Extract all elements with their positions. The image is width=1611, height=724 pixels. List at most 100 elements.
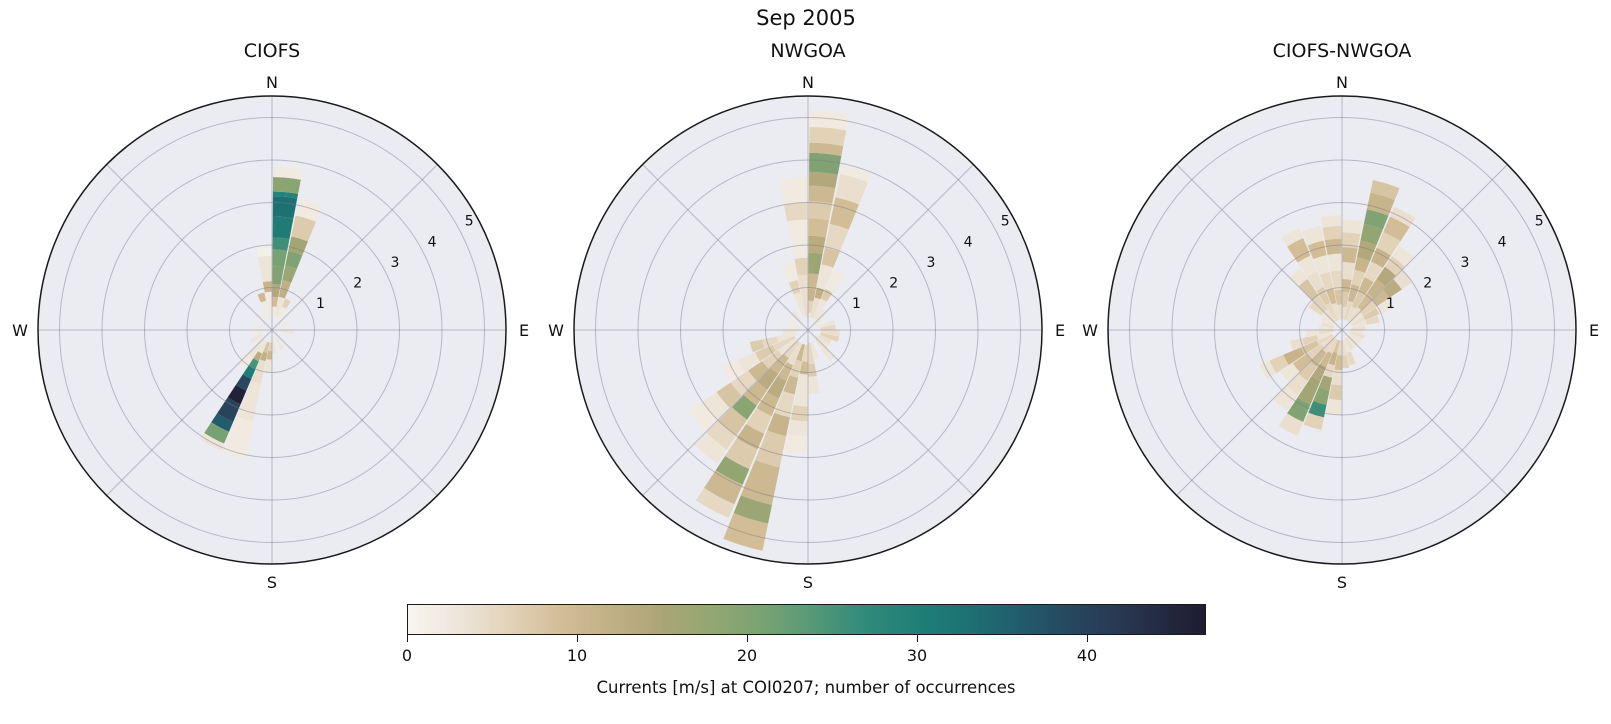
cardinal-label-e: E (519, 321, 529, 340)
radial-tick-label: 5 (1535, 214, 1544, 230)
rose-bar-segment (767, 412, 790, 437)
rose-bar-segment (814, 287, 825, 300)
radial-tick-labels: 1 2 3 4 5 (1386, 214, 1544, 312)
rose-bar-segment (788, 318, 801, 327)
rose-bar-segment (1370, 247, 1392, 268)
rose-bar-segment (204, 422, 229, 444)
rose-bar-segment (1273, 385, 1298, 411)
rose-bars (688, 110, 872, 551)
rose-bar-segment (1324, 238, 1342, 255)
polar-grid (1108, 96, 1576, 564)
rose-bar-segment (1351, 269, 1366, 287)
rose-bar-segment (1342, 306, 1347, 320)
colorbar-tick (407, 635, 409, 642)
rose-bar-segment (736, 424, 765, 450)
rose-bar-segment (276, 306, 287, 322)
rose-bar-segment (1363, 307, 1380, 321)
subplot-title-ciofs-nwgoa: CIOFS-NWGOA (1272, 40, 1412, 62)
radial-tick-label: 2 (889, 276, 898, 292)
cardinal-label-n: N (1336, 73, 1348, 92)
colorbar-tick (917, 635, 919, 642)
rose-bar-segment (1281, 228, 1304, 247)
rose-bar-segment (282, 265, 297, 283)
radial-tick-label: 3 (926, 255, 935, 271)
rose-bar-segment (746, 408, 772, 434)
rose-bar-segment (272, 266, 284, 285)
rose-bar-segment (1384, 256, 1405, 276)
rose-bar-segment (825, 269, 845, 293)
rose-bar-segment (1331, 369, 1342, 386)
rose-bar-segment (1350, 325, 1366, 330)
rose-bar-segment (1342, 247, 1358, 264)
rose-bar-segment (1313, 387, 1330, 405)
polar-grid (574, 96, 1042, 564)
rose-bar-segment (786, 326, 800, 330)
polar-spine (37, 95, 507, 565)
rose-bar-segment (824, 223, 849, 253)
colorbar-tick-label: 20 (736, 646, 758, 665)
rose-bar-segment (1347, 307, 1362, 323)
subplot-title-ciofs: CIOFS (243, 40, 301, 62)
subplot-title-nwgoa: NWGOA (770, 40, 846, 62)
rose-bar-segment (250, 330, 264, 334)
rose-bar-segment (817, 319, 836, 328)
radial-tick-label: 4 (1498, 234, 1507, 250)
rose-bar-segment (733, 495, 772, 524)
rose-bar-segment (1287, 238, 1311, 263)
rose-bar-segment (1322, 337, 1337, 353)
rose-bar-segment (756, 392, 780, 417)
colorbar-tick-label: 40 (1076, 646, 1098, 665)
rose-bar-segment (808, 375, 820, 394)
rose-bar-segment (1366, 192, 1395, 216)
cardinal-label-e: E (1055, 321, 1065, 340)
polar-axes-background (574, 96, 1042, 564)
rose-bar-segment (810, 341, 820, 360)
rose-bar-segment (755, 430, 787, 468)
rose-bar-segment (272, 177, 301, 194)
rose-bar-segment (1350, 315, 1366, 326)
colorbar-tick (577, 635, 579, 642)
rose-bar-segment (1324, 308, 1337, 323)
rose-bar-segment (1370, 180, 1400, 201)
rose-bar-segment (1306, 344, 1324, 360)
colorbar-tick-label: 0 (401, 646, 413, 665)
rose-bar-segment (816, 264, 834, 290)
rose-bar-segment (1342, 355, 1350, 369)
rose-bar-segment (1337, 304, 1342, 320)
rose-bar-segment (1348, 284, 1360, 303)
rose-bar-segment (702, 392, 730, 420)
rose-bar-segment (257, 292, 266, 303)
rose-bar-segment (288, 236, 308, 256)
rose-bar-segment (1326, 288, 1337, 305)
rose-bar-segment (704, 470, 743, 505)
polar-spine (573, 95, 1043, 565)
rose-bar-segment (840, 165, 872, 183)
rose-bars (200, 166, 323, 460)
rose-bar-segment (819, 332, 840, 342)
rose-bar-segment (788, 280, 801, 295)
rose-bar-segment (1345, 337, 1354, 350)
rose-bar-segment (272, 237, 290, 251)
rose-bar-segment (781, 261, 798, 283)
radial-tick-label: 1 (1386, 296, 1395, 312)
rose-bar-segment (716, 382, 742, 408)
rose-bar-segment (767, 376, 787, 399)
radial-tick-label: 5 (465, 214, 474, 230)
rose-bar-segment (725, 438, 758, 469)
rose-bar-segment (791, 310, 803, 323)
rose-bar-segment (809, 110, 850, 131)
colorbar-tick (1087, 635, 1089, 642)
rose-bar-segment (1365, 315, 1380, 325)
rose-bar-segment (272, 191, 299, 199)
rose-bar-segment (787, 219, 808, 260)
rose-bar-segment (808, 201, 833, 221)
rose-bar-segment (1259, 360, 1277, 380)
rose-bar-segment (272, 249, 288, 268)
rose-bar-segment (1305, 330, 1320, 337)
rose-bar-segment (275, 296, 285, 317)
rose-bar-segment (808, 312, 812, 318)
rose-bar-segment (1360, 300, 1378, 316)
rose-bar-segment (779, 177, 808, 205)
rose-bar-segment (1308, 400, 1327, 418)
rose-bar-segment (794, 257, 808, 276)
